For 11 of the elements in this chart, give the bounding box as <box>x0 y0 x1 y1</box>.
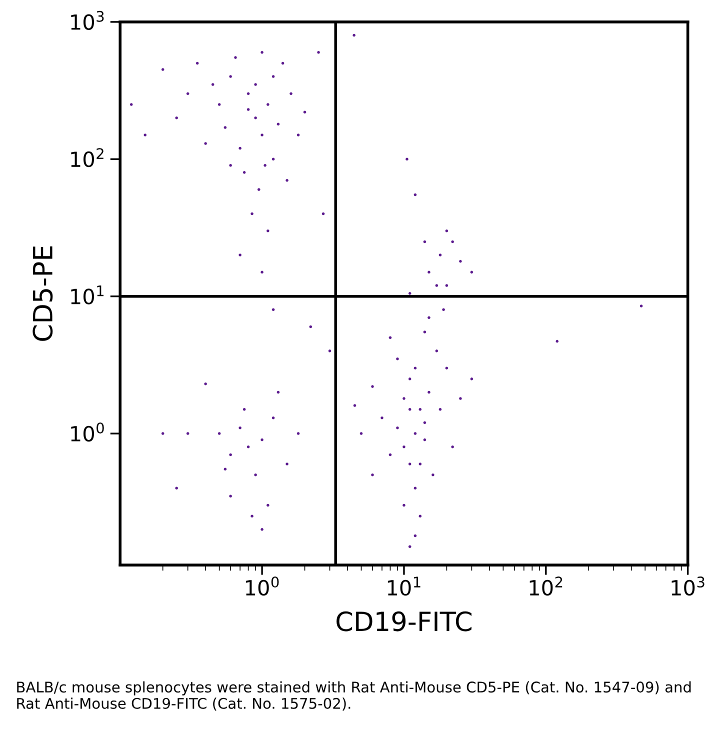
y-axis-title: CD5-PE <box>32 246 53 341</box>
y-tick-label: 10$^{2}$ <box>71 148 104 168</box>
x-tick-label: 10$^{0}$ <box>246 576 279 596</box>
x-tick-label: 10$^{1}$ <box>388 576 420 596</box>
x-axis-title: CD19-FITC <box>336 611 472 632</box>
y-tick-label: 10$^{0}$ <box>71 422 104 442</box>
y-tick-label: 10$^{3}$ <box>71 10 104 30</box>
y-tick-label: 10$^{1}$ <box>71 286 104 304</box>
text: BALB/c mouse splenocytes were stained with Rat Anti-Mouse CD5-PE (Cat. No. 1547-09) and Rat Anti-Mouse CD19-FITC (Cat. No. 1575-02). <box>17 681 691 711</box>
x-tick-label: 10$^{2}$ <box>530 576 562 596</box>
x-tick-label: 10$^{3}$ <box>672 576 704 596</box>
